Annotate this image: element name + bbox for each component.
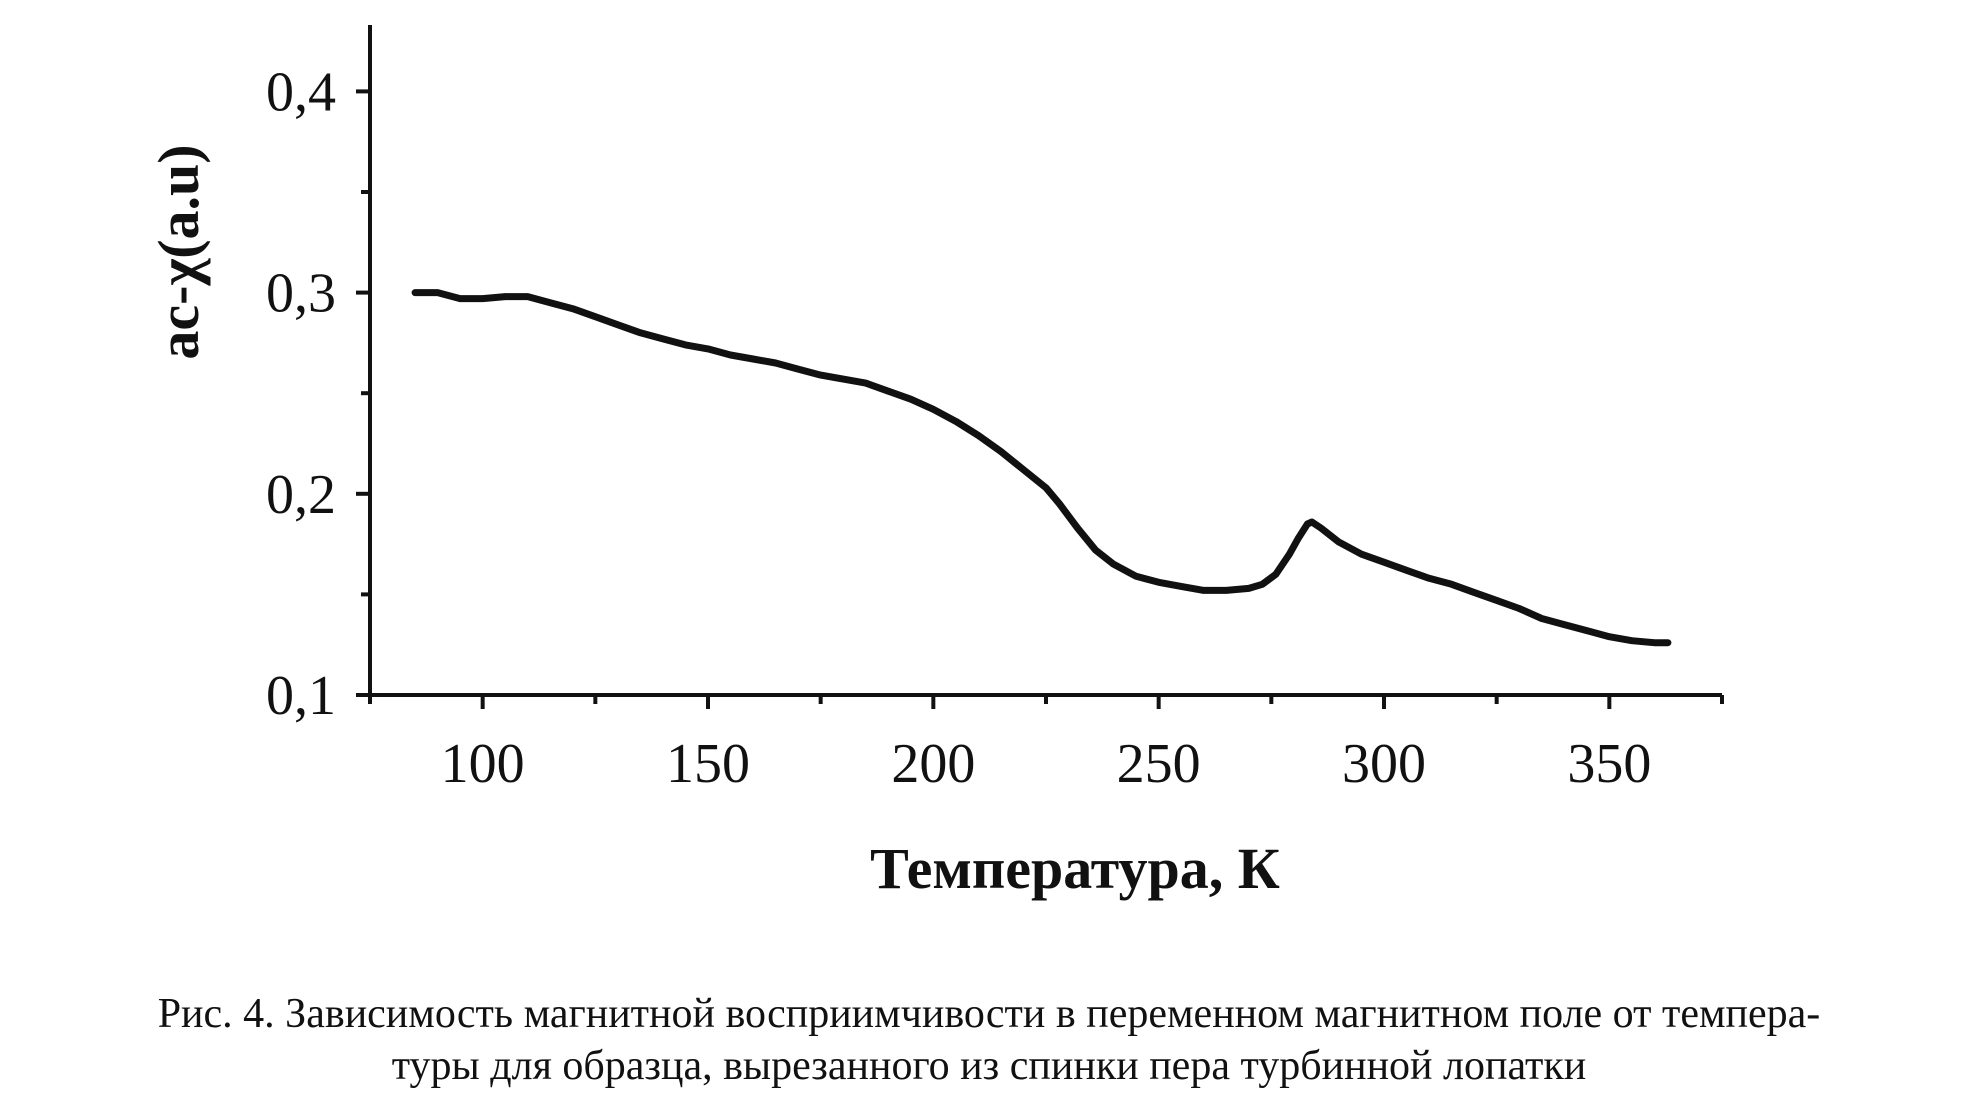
chart-ticks	[356, 89, 1724, 709]
figure-caption: Рис. 4. Зависимость магнитной восприимчи…	[0, 988, 1978, 1092]
x-tick-label: 350	[1567, 733, 1651, 795]
x-tick-label: 200	[891, 733, 975, 795]
y-axis-title: ac-χ(a.u)	[146, 144, 211, 359]
x-tick-label: 250	[1117, 733, 1201, 795]
series-line	[411, 289, 1672, 647]
caption-line-2: туры для образца, вырезанного из спинки …	[391, 1043, 1587, 1089]
y-tick-label: 0,3	[266, 263, 336, 325]
x-tick-label: 300	[1342, 733, 1426, 795]
x-tick-label: 150	[666, 733, 750, 795]
y-tick-label: 0,2	[266, 464, 336, 526]
x-tick-label: 100	[441, 733, 525, 795]
chart-axes	[368, 25, 1722, 697]
y-tick-label: 0,1	[266, 665, 336, 727]
chart-tick-labels: 100 150 200 250 300 350 0,1 0,2 0,3 0,4	[266, 61, 1651, 795]
x-axis-title: Температура, К	[870, 836, 1280, 901]
y-tick-label: 0,4	[266, 61, 336, 123]
chart: 100 150 200 250 300 350 0,1 0,2 0,3 0,4 Температу…	[146, 25, 1724, 901]
caption-line-1: Рис. 4. Зависимость магнитной восприимчи…	[157, 991, 1821, 1037]
